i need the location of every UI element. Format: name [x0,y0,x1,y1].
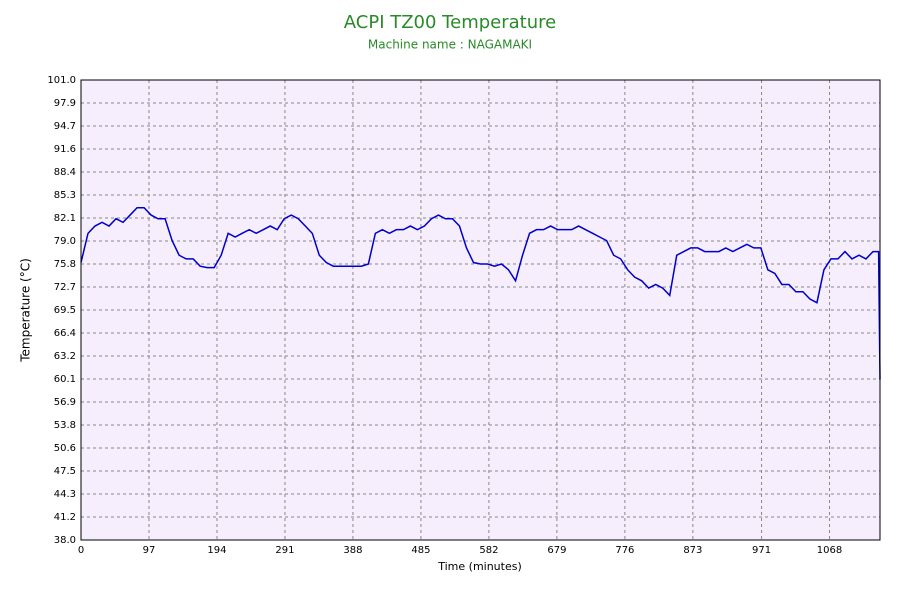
y-tick-label: 50.6 [54,443,76,454]
y-tick-label: 79.0 [54,236,76,247]
x-tick-label: 679 [547,545,566,556]
x-tick-label: 388 [343,545,362,556]
y-tick-label: 69.5 [54,305,76,316]
y-tick-label: 41.2 [54,512,76,523]
y-tick-label: 60.1 [54,374,76,385]
y-tick-label: 72.7 [54,282,76,293]
y-tick-label: 53.8 [54,420,76,431]
x-tick-label: 485 [411,545,430,556]
x-tick-label: 291 [275,545,294,556]
chart-title: ACPI TZ00 Temperature [344,12,556,33]
y-tick-label: 75.8 [54,259,76,270]
y-tick-label: 63.2 [54,351,76,362]
x-tick-label: 873 [683,545,702,556]
x-tick-label: 971 [752,545,771,556]
y-tick-label: 88.4 [54,167,76,178]
y-tick-label: 44.3 [54,489,76,500]
y-tick-label: 56.9 [54,397,76,408]
plot-border [80,79,881,541]
x-tick-label: 0 [78,545,84,556]
y-tick-label: 47.5 [54,466,76,477]
y-tick-label: 85.3 [54,190,76,201]
y-tick-label: 38.0 [54,535,76,546]
y-tick-label: 94.7 [54,121,76,132]
x-tick-label: 776 [615,545,634,556]
y-tick-label: 91.6 [54,144,76,155]
x-tick-label: 1068 [817,545,842,556]
x-tick-label: 97 [143,545,156,556]
x-tick-label: 582 [479,545,498,556]
y-tick-label: 101.0 [47,75,76,86]
y-tick-label: 66.4 [54,328,76,339]
y-tick-label: 82.1 [54,213,76,224]
x-tick-label: 194 [207,545,226,556]
x-axis-label: Time (minutes) [437,560,522,573]
y-tick-label: 97.9 [54,98,76,109]
y-axis-label: Temperature (°C) [19,258,33,363]
chart-subtitle: Machine name : NAGAMAKI [368,38,532,52]
data-line [80,207,881,380]
